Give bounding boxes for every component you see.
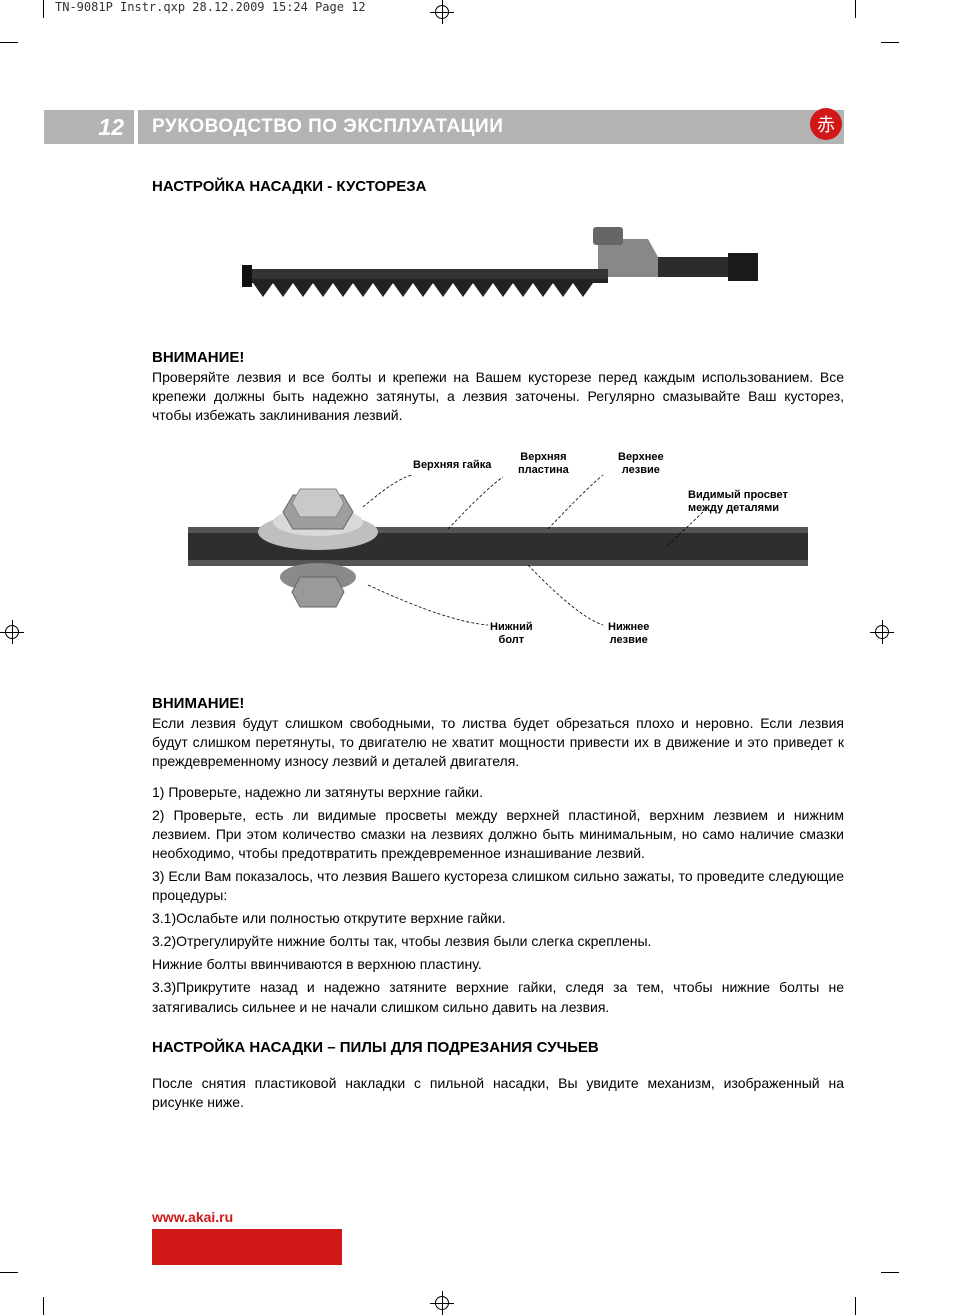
callout-text: лезвие (622, 464, 660, 476)
callout-text: пластина (518, 464, 569, 476)
crop-mark (881, 1272, 899, 1273)
callout-upper-blade: Верхнее лезвие (618, 451, 664, 476)
callout-upper-nut: Верхняя гайка (413, 459, 491, 472)
registration-mark (870, 620, 894, 644)
callout-lower-blade: Нижнее лезвие (608, 621, 649, 646)
section-title: НАСТРОЙКА НАСАДКИ – ПИЛЫ ДЛЯ ПОДРЕЗАНИЯ … (152, 1039, 844, 1056)
page-number: 12 (44, 110, 138, 144)
header-title: РУКОВОДСТВО ПО ЭКСПЛУАТАЦИИ (138, 116, 503, 138)
callout-text: болт (499, 634, 525, 646)
callout-upper-plate: Верхняя пластина (518, 451, 569, 476)
crop-mark (43, 1297, 44, 1315)
attention-text: Проверяйте лезвия и все болты и крепежи … (152, 368, 844, 425)
figure-trimmer (238, 209, 758, 319)
callout-lower-bolt: Нижний болт (490, 621, 533, 646)
step-text: 3.2)Отрегулируйте нижние болты так, чтоб… (152, 932, 844, 951)
callout-text: лезвие (610, 634, 648, 646)
callout-text: Нижний (490, 621, 533, 633)
registration-mark (0, 620, 24, 644)
crop-mark (0, 42, 18, 43)
callout-text: Видимый просвет (688, 489, 788, 501)
body-text: После снятия пластиковой накладки с пиль… (152, 1074, 844, 1112)
section-title: НАСТРОЙКА НАСАДКИ - КУСТОРЕЗА (152, 178, 844, 195)
page-footer: www.akai.ru (152, 1209, 342, 1265)
callout-text: между деталями (688, 502, 779, 514)
step-text: Нижние болты ввинчиваются в верхнюю плас… (152, 955, 844, 974)
step-text: 3) Если Вам показалось, что лезвия Вашег… (152, 867, 844, 905)
page-header: 12 РУКОВОДСТВО ПО ЭКСПЛУАТАЦИИ (44, 110, 844, 144)
footer-brand-bar (152, 1229, 342, 1265)
registration-mark (430, 1291, 454, 1315)
print-slug: TN-9081P Instr.qxp 28.12.2009 15:24 Page… (55, 0, 366, 14)
attention-label: ВНИМАНИЕ! (152, 349, 844, 366)
attention-text: Если лезвия будут слишком свободными, то… (152, 714, 844, 771)
callout-gap: Видимый просвет между деталями (688, 489, 788, 514)
crop-mark (43, 0, 44, 18)
step-text: 3.1)Ослабьте или полностью открутите вер… (152, 909, 844, 928)
crop-mark (881, 42, 899, 43)
step-text: 2) Проверьте, есть ли видимые просветы м… (152, 806, 844, 863)
brand-logo: 赤 (810, 108, 842, 140)
callout-text: Верхнее (618, 451, 664, 463)
step-text: 3.3)Прикрутите назад и надежно затяните … (152, 978, 844, 1016)
crop-mark (855, 0, 856, 18)
footer-url: www.akai.ru (152, 1209, 342, 1225)
page-content: НАСТРОЙКА НАСАДКИ - КУСТОРЕЗА (152, 178, 844, 1124)
crop-mark (0, 1272, 18, 1273)
step-text: 1) Проверьте, надежно ли затянуты верхни… (152, 783, 844, 802)
attention-label: ВНИМАНИЕ! (152, 695, 844, 712)
figure-blade-detail: Верхняя гайка Верхняя пластина Верхнее л… (188, 437, 808, 667)
callout-text: Верхняя (520, 451, 566, 463)
crop-mark (855, 1297, 856, 1315)
callout-text: Нижнее (608, 621, 649, 633)
registration-mark (430, 0, 454, 24)
